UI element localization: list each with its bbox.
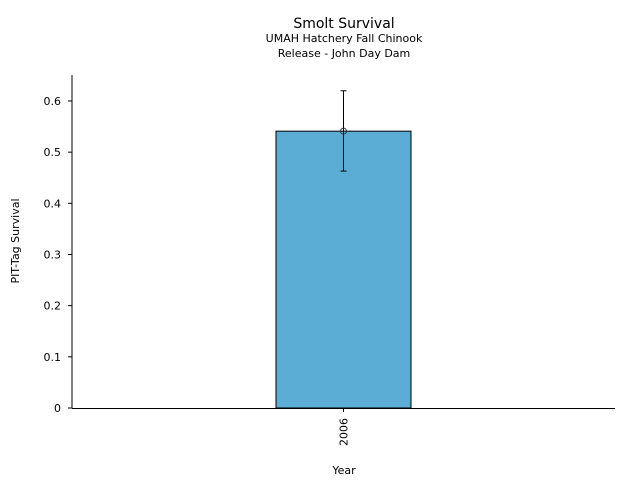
y-tick-label: 0.6 [44, 95, 62, 108]
y-tick-label: 0.1 [44, 351, 62, 364]
y-tick-label: 0.3 [44, 248, 62, 261]
y-tick-label: 0 [54, 402, 61, 415]
y-tick-label: 0.5 [44, 146, 62, 159]
y-axis-label: PIT-Tag Survival [9, 198, 22, 283]
bar [275, 130, 412, 409]
y-tick-label: 0.4 [44, 197, 62, 210]
y-tick-label: 0.2 [44, 300, 62, 313]
point-marker [340, 127, 347, 135]
chart-subtitle-1: UMAH Hatchery Fall Chinook [266, 32, 423, 45]
x-axis-label: Year [331, 464, 356, 477]
chart-title: Smolt Survival [293, 16, 394, 32]
x-tick-label: 2006 [338, 418, 351, 446]
chart-subtitle-2: Release - John Day Dam [278, 47, 411, 60]
